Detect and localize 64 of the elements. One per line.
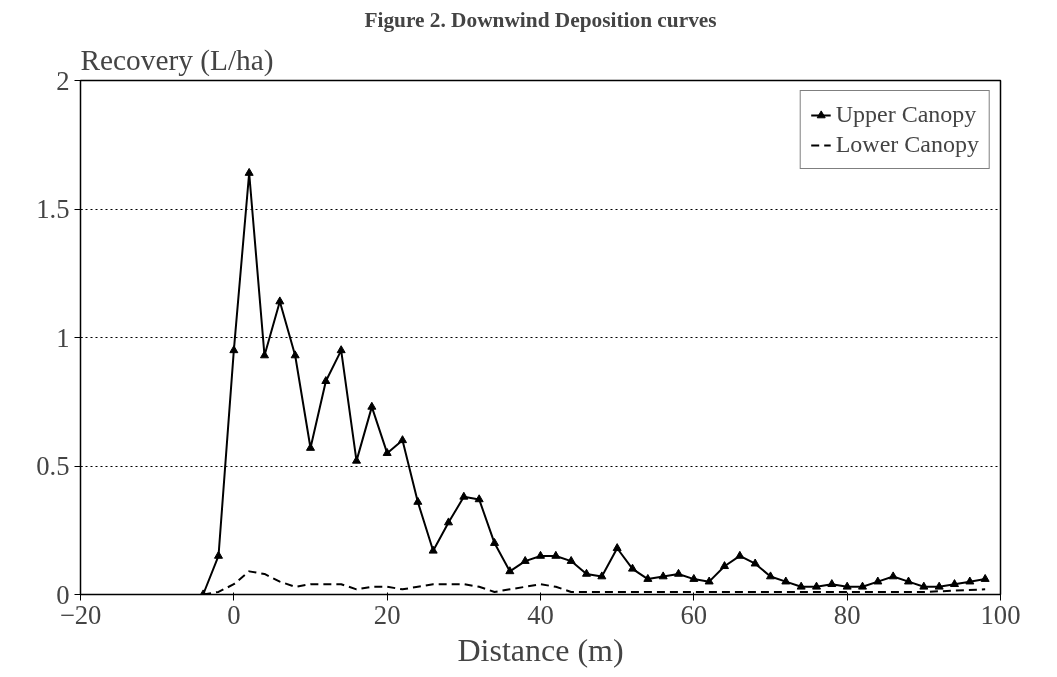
point [766, 571, 775, 580]
point [290, 350, 300, 359]
x-tick-label: 80 [833, 599, 861, 630]
x-tick-label: 60 [680, 599, 708, 630]
point [781, 576, 791, 585]
point [367, 401, 377, 410]
y-tick-label: 1 [56, 322, 70, 353]
point [459, 491, 469, 500]
point [505, 566, 515, 575]
point [582, 568, 591, 577]
y-tick-label: 0.5 [36, 451, 70, 481]
point [536, 550, 545, 559]
point [643, 573, 653, 582]
point [827, 579, 837, 588]
point [444, 517, 453, 526]
point [628, 563, 637, 572]
legend-label: Upper Canopy [835, 101, 977, 128]
point [842, 581, 852, 590]
point [229, 345, 239, 354]
point [965, 576, 975, 585]
chart-title: Figure 2. Downwind Deposition curves [364, 7, 717, 32]
point [260, 350, 269, 359]
point [244, 167, 254, 176]
point [612, 543, 622, 552]
point [919, 581, 929, 590]
x-tick-label: 100 [980, 599, 1021, 630]
y-axis-title: Recovery (L/ha) [80, 43, 274, 77]
point [398, 435, 407, 444]
point [934, 581, 944, 590]
x-tick-label: 0 [227, 599, 241, 630]
legend-label: Lower Canopy [835, 131, 979, 158]
point [689, 573, 699, 582]
point [551, 550, 561, 559]
point [566, 555, 576, 564]
x-tick-label: 40 [527, 599, 554, 630]
point [750, 558, 760, 567]
point [674, 568, 683, 577]
point [720, 561, 729, 570]
point [336, 345, 346, 354]
point [428, 545, 438, 554]
point [520, 555, 530, 564]
y-tick-label: 1.5 [36, 194, 70, 224]
point [658, 571, 668, 580]
point [214, 550, 223, 559]
point [321, 376, 331, 384]
point [980, 573, 990, 582]
point [735, 550, 745, 559]
point [275, 296, 285, 305]
point [888, 571, 898, 580]
point [904, 576, 913, 585]
point [474, 494, 484, 503]
point [597, 571, 607, 580]
point [490, 537, 499, 546]
point [413, 496, 423, 505]
x-tick-label: 20 [373, 599, 401, 630]
point [382, 448, 392, 456]
point [950, 579, 959, 588]
x-axis-title: Distance (m) [457, 631, 624, 668]
point [704, 576, 714, 585]
point [873, 576, 883, 585]
point [796, 581, 806, 590]
point [858, 581, 867, 590]
point [812, 581, 821, 590]
y-tick-label: 2 [56, 65, 70, 96]
